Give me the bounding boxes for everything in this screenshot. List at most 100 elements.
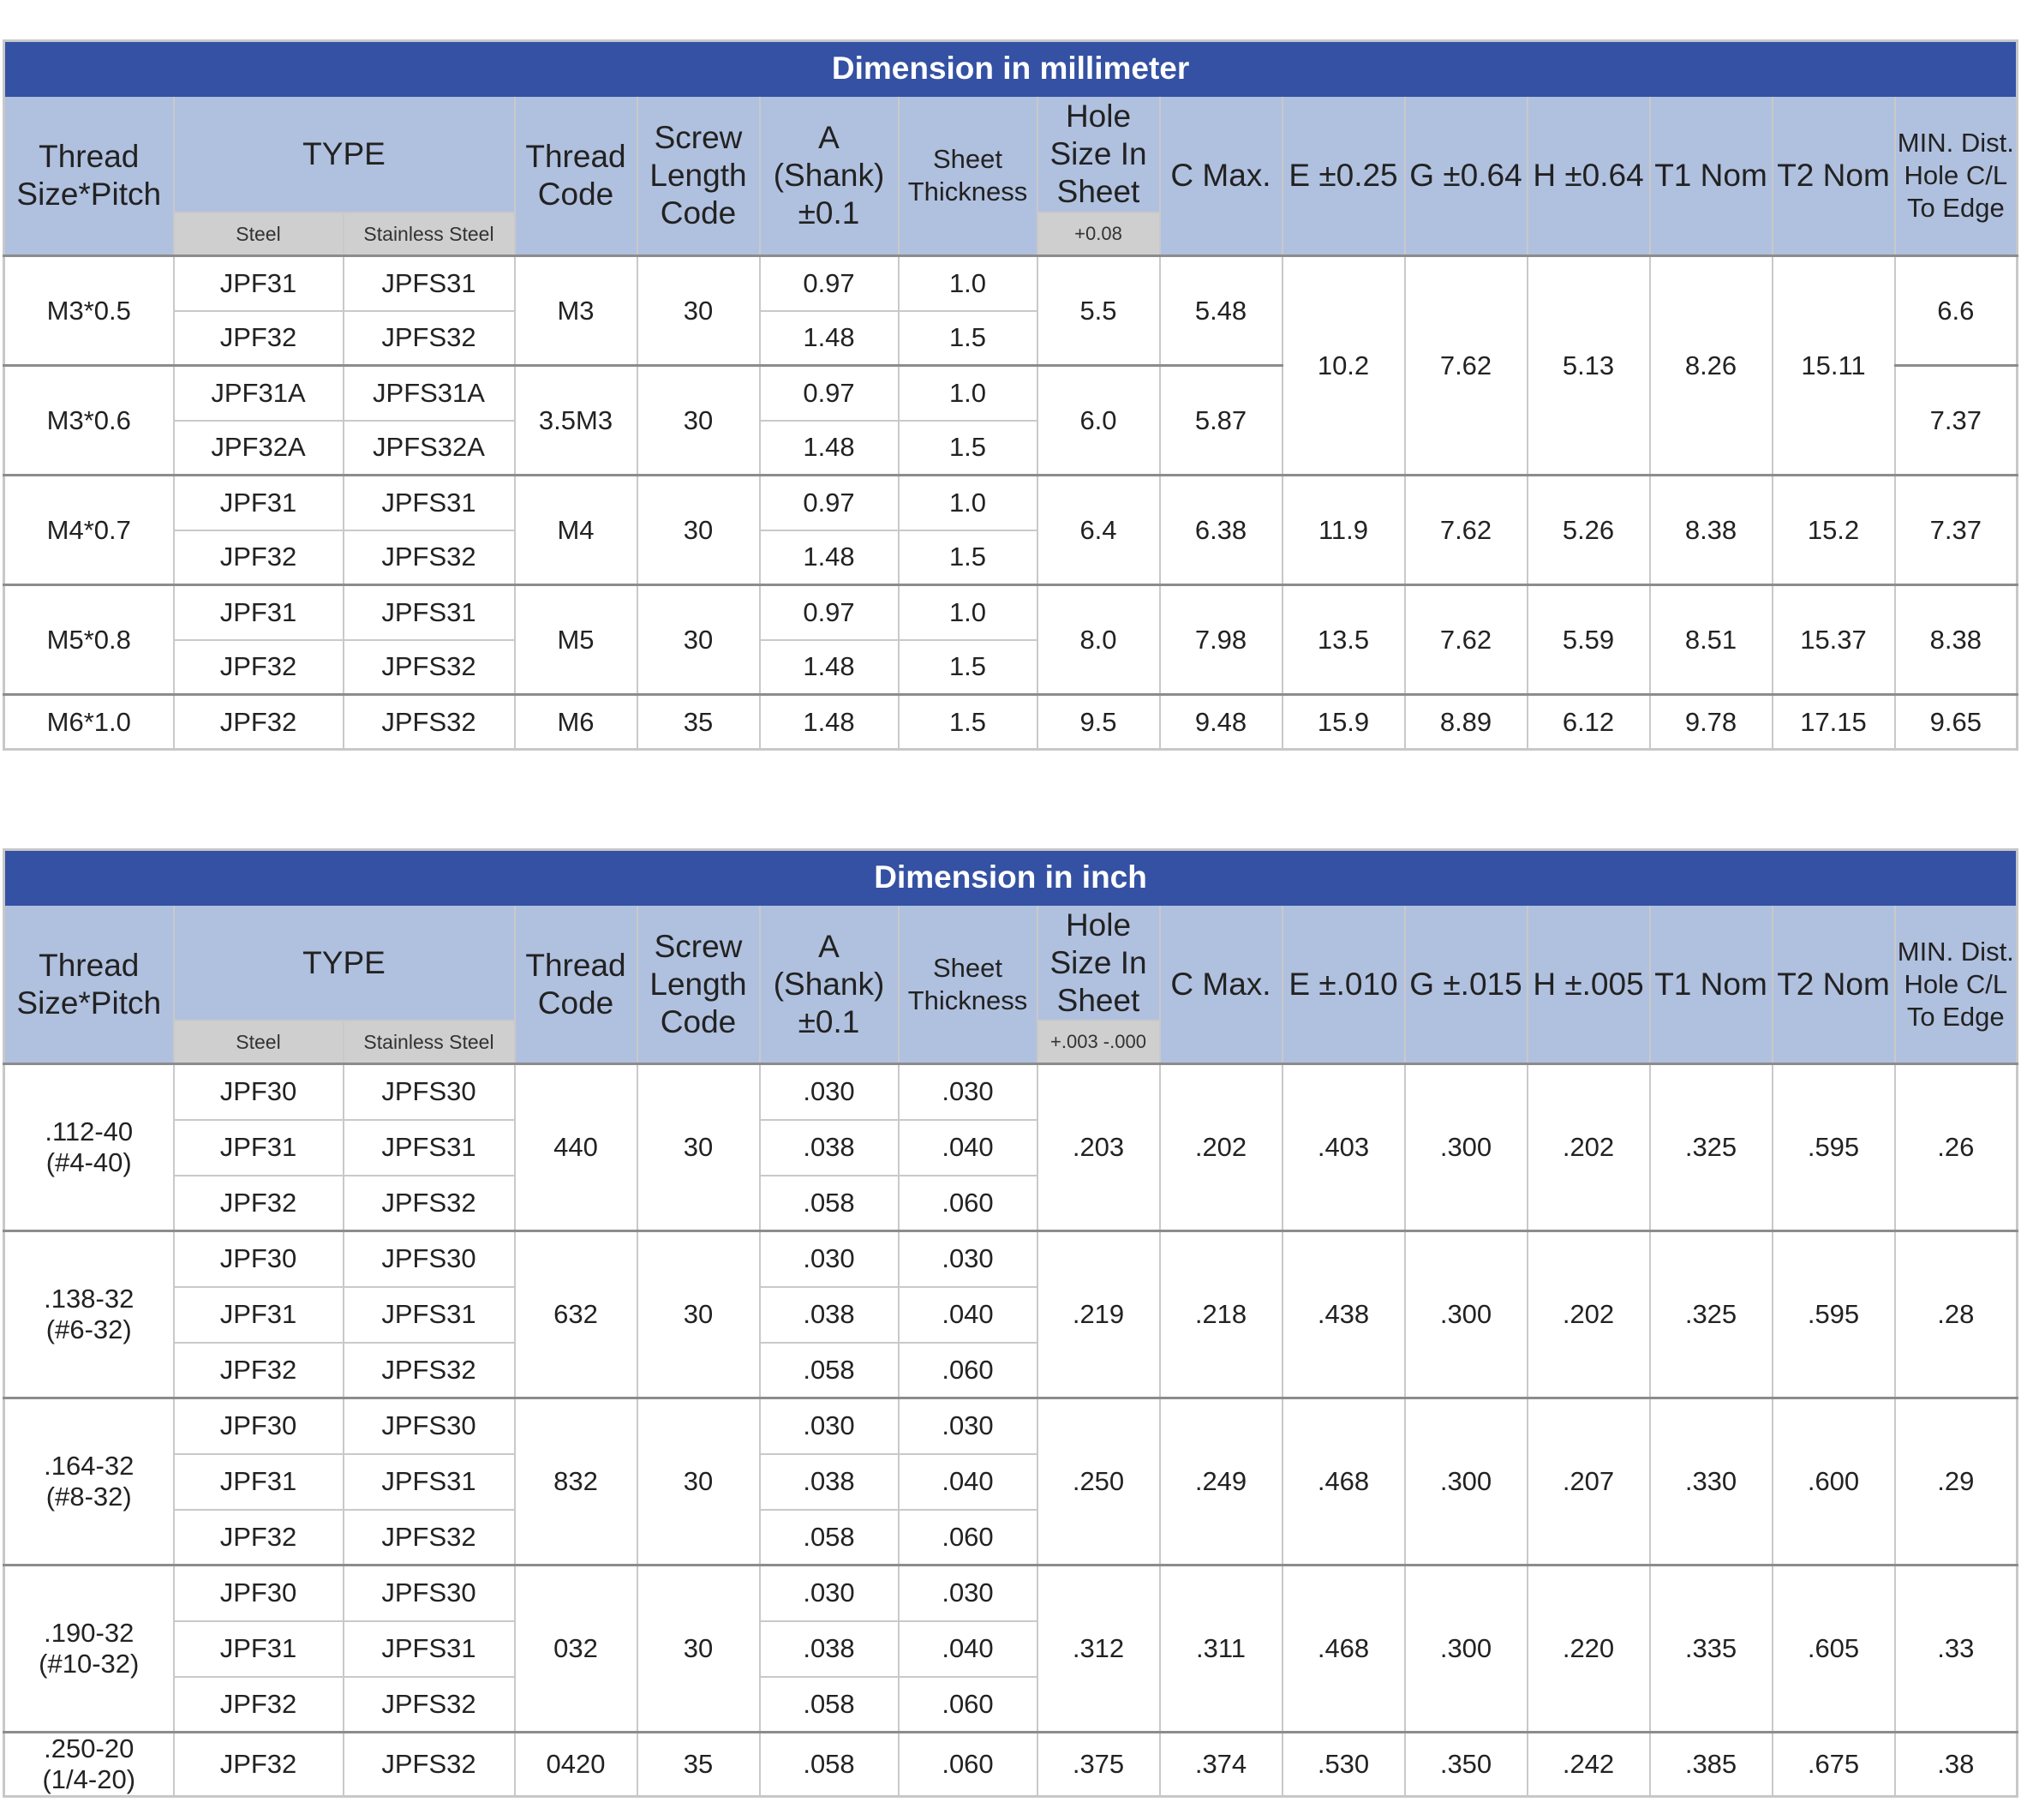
cell-thread-code: 832 xyxy=(513,1397,638,1566)
cell-h: 5.26 xyxy=(1526,474,1651,586)
cell-screw-length: 30 xyxy=(636,254,761,367)
cell-hole-size: .312 xyxy=(1036,1564,1161,1733)
cell-thread-code: M5 xyxy=(513,584,638,696)
cell-stainless-steel: JPFS31 xyxy=(342,1118,516,1176)
cell-a-shank: .030 xyxy=(758,1230,900,1288)
cell-steel: JPF31 xyxy=(172,1285,344,1344)
cell-t1: .330 xyxy=(1648,1397,1773,1566)
cell-c-max: .218 xyxy=(1158,1230,1283,1399)
cell-steel: JPF31 xyxy=(172,1619,344,1678)
cell-stainless-steel: JPFS30 xyxy=(342,1230,516,1288)
header-hole-tolerance: +0.08 xyxy=(1036,212,1161,257)
cell-c-max: 6.38 xyxy=(1158,474,1283,586)
cell-sheet-thickness: 1.0 xyxy=(897,254,1038,312)
cell-h: .207 xyxy=(1526,1397,1651,1566)
header-stainless-steel: Stainless Steel xyxy=(342,1020,516,1065)
cell-t2: 15.37 xyxy=(1771,584,1896,696)
cell-stainless-steel: JPFS32 xyxy=(342,1675,516,1733)
table-row: JPF31 JPFS31 .038.040 xyxy=(4,1285,2018,1344)
header-h: H ±0.64 xyxy=(1526,95,1651,257)
cell-sheet-thickness: 1.5 xyxy=(897,419,1038,476)
cell-h: 5.59 xyxy=(1526,584,1651,696)
table-row: JPF32 JPFS32 .058.060 xyxy=(4,1675,2018,1733)
cell-a-shank: 0.97 xyxy=(758,364,900,422)
cell-h: .242 xyxy=(1526,1731,1651,1798)
cell-c-max: .374 xyxy=(1158,1731,1283,1798)
cell-sheet-thickness: .030 xyxy=(897,1063,1038,1121)
cell-thread-code: M3 xyxy=(513,254,638,367)
cell-c-max: 5.87 xyxy=(1158,364,1283,476)
cell-steel: JPF31 xyxy=(172,584,344,641)
cell-stainless-steel: JPFS32 xyxy=(342,529,516,586)
cell-a-shank: .058 xyxy=(758,1508,900,1566)
cell-h: 6.12 xyxy=(1526,693,1651,751)
cell-stainless-steel: JPFS32 xyxy=(342,1341,516,1399)
cell-thread-size: .164-32 (#8-32) xyxy=(3,1397,175,1566)
cell-steel: JPF31 xyxy=(172,474,344,531)
cell-min-dist: .29 xyxy=(1893,1397,2018,1566)
cell-h: .220 xyxy=(1526,1564,1651,1733)
table-row: M5*0.8 JPF31 JPFS31 M5 30 0.97 1.0 8.0 7.98 13.5 7… xyxy=(3,584,2018,696)
cell-g: 7.62 xyxy=(1403,474,1528,586)
header-steel: Steel xyxy=(172,212,344,257)
cell-e: .438 xyxy=(1281,1230,1406,1399)
cell-sheet-thickness: 1.0 xyxy=(897,474,1038,531)
table-row: .250-20 (1/4-20) JPF32 JPFS32 0420 35.058.060… xyxy=(3,1731,2018,1798)
cell-hole-size: .250 xyxy=(1036,1397,1161,1566)
cell-thread-code: 032 xyxy=(513,1564,638,1733)
header-hole-size: Hole Size In Sheet xyxy=(1036,904,1161,1021)
cell-c-max: .249 xyxy=(1158,1397,1283,1566)
cell-hole-size: .203 xyxy=(1036,1063,1161,1232)
cell-thread-code: 3.5M3 xyxy=(513,364,638,476)
header-thread-size: Thread Size*Pitch xyxy=(3,904,175,1065)
cell-a-shank: .038 xyxy=(758,1619,900,1678)
cell-sheet-thickness: 1.0 xyxy=(897,584,1038,641)
thread-size-decimal: .164-32 xyxy=(44,1451,135,1481)
header-sheet-thickness: Sheet Thickness xyxy=(897,95,1038,257)
table-row: .164-32 (#8-32) JPF30 JPFS30 832 30.030.030.2… xyxy=(3,1397,2018,1566)
cell-thread-code: 0420 xyxy=(513,1731,638,1798)
cell-steel: JPF31 xyxy=(172,254,344,312)
cell-t1: 9.78 xyxy=(1648,693,1773,751)
table-row: JPF31 JPFS31 .038.040 xyxy=(4,1452,2018,1511)
thread-size-decimal: .250-20 xyxy=(44,1733,135,1764)
cell-g: .350 xyxy=(1403,1731,1528,1798)
header-e: E ±.010 xyxy=(1281,904,1406,1065)
table-title-row: Dimension in millimeter xyxy=(3,39,2018,97)
header-g: G ±.015 xyxy=(1403,904,1528,1065)
cell-t2: 17.15 xyxy=(1771,693,1896,751)
cell-sheet-thickness: 1.0 xyxy=(897,364,1038,422)
cell-thread-code: 632 xyxy=(513,1230,638,1399)
cell-t2: .605 xyxy=(1771,1564,1896,1733)
header-min-dist: MIN. Dist. Hole C/L To Edge xyxy=(1893,904,2018,1065)
cell-stainless-steel: JPFS32 xyxy=(342,1731,516,1798)
cell-steel: JPF32 xyxy=(172,693,344,751)
cell-t1: .335 xyxy=(1648,1564,1773,1733)
cell-stainless-steel: JPFS32 xyxy=(342,638,516,696)
cell-min-dist: .26 xyxy=(1893,1063,2018,1232)
cell-screw-length: 30 xyxy=(636,474,761,586)
thread-size-number: (1/4-20) xyxy=(42,1764,136,1794)
cell-steel: JPF30 xyxy=(172,1397,344,1455)
cell-c-max: .311 xyxy=(1158,1564,1283,1733)
cell-t1: .325 xyxy=(1648,1063,1773,1232)
cell-screw-length: 30 xyxy=(636,1230,761,1399)
header-sheet-thickness: Sheet Thickness xyxy=(897,904,1038,1065)
header-type: TYPE xyxy=(172,904,516,1021)
cell-sheet-thickness: .030 xyxy=(897,1564,1038,1622)
cell-screw-length: 30 xyxy=(636,364,761,476)
cell-a-shank: .030 xyxy=(758,1397,900,1455)
cell-thread-size: M3*0.6 xyxy=(3,364,175,476)
cell-screw-length: 30 xyxy=(636,1397,761,1566)
header-row: Thread Size*Pitch TYPE Thread Code Screw Le… xyxy=(3,904,2018,1065)
header-min-dist: MIN. Dist. Hole C/L To Edge xyxy=(1893,95,2018,257)
thread-size-decimal: .138-32 xyxy=(44,1284,135,1314)
cell-e: 11.9 xyxy=(1281,474,1406,586)
cell-thread-code: 440 xyxy=(513,1063,638,1232)
cell-g: 8.89 xyxy=(1403,693,1528,751)
cell-a-shank: .058 xyxy=(758,1174,900,1232)
cell-stainless-steel: JPFS31A xyxy=(342,364,516,422)
cell-thread-size: M3*0.5 xyxy=(3,254,175,367)
cell-t2: .600 xyxy=(1771,1397,1896,1566)
cell-stainless-steel: JPFS31 xyxy=(342,1285,516,1344)
